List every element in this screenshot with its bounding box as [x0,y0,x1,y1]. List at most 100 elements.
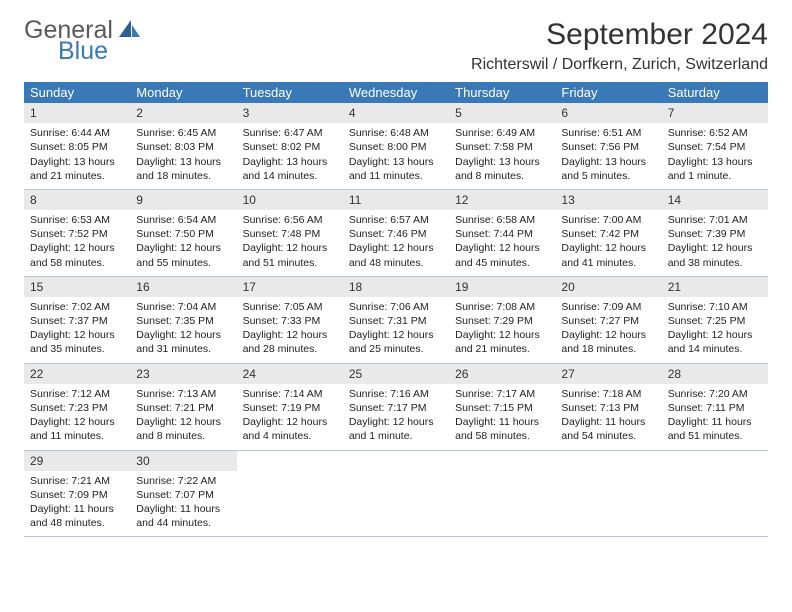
calendar-week: 1 Sunrise: 6:44 AMSunset: 8:05 PMDaylight… [24,103,768,190]
sunrise-text: Sunrise: 7:05 AM [243,300,337,314]
sunrise-text: Sunrise: 7:22 AM [136,474,230,488]
day-body: Sunrise: 7:18 AMSunset: 7:13 PMDaylight:… [555,387,661,444]
day-body: Sunrise: 6:45 AMSunset: 8:03 PMDaylight:… [130,126,236,183]
daylight-text: Daylight: 13 hours and 14 minutes. [243,155,337,183]
sunrise-text: Sunrise: 7:21 AM [30,474,124,488]
day-number: 2 [130,103,236,123]
calendar-day: 24Sunrise: 7:14 AMSunset: 7:19 PMDayligh… [237,364,343,450]
sunset-text: Sunset: 7:35 PM [136,314,230,328]
day-body: Sunrise: 7:20 AMSunset: 7:11 PMDaylight:… [662,387,768,444]
day-number: 17 [237,277,343,297]
day-number: 12 [449,190,555,210]
sunrise-text: Sunrise: 6:45 AM [136,126,230,140]
day-body: Sunrise: 7:08 AMSunset: 7:29 PMDaylight:… [449,300,555,357]
calendar-day [343,451,449,537]
sunset-text: Sunset: 7:39 PM [668,227,762,241]
sunset-text: Sunset: 7:27 PM [561,314,655,328]
sunset-text: Sunset: 8:00 PM [349,140,443,154]
calendar-day: 6Sunrise: 6:51 AMSunset: 7:56 PMDaylight… [555,103,661,189]
calendar-day [449,451,555,537]
title-block: September 2024 Richterswil / Dorfkern, Z… [471,18,768,74]
calendar-day: 3Sunrise: 6:47 AMSunset: 8:02 PMDaylight… [237,103,343,189]
page-subtitle: Richterswil / Dorfkern, Zurich, Switzerl… [471,56,768,74]
day-number: 8 [24,190,130,210]
calendar-day: 14Sunrise: 7:01 AMSunset: 7:39 PMDayligh… [662,190,768,276]
day-header: Thursday [449,82,555,103]
calendar-day: 13Sunrise: 7:00 AMSunset: 7:42 PMDayligh… [555,190,661,276]
calendar-day: 23Sunrise: 7:13 AMSunset: 7:21 PMDayligh… [130,364,236,450]
day-header: Saturday [662,82,768,103]
sunrise-text: Sunrise: 7:20 AM [668,387,762,401]
day-number: 28 [662,364,768,384]
daylight-text: Daylight: 12 hours and 21 minutes. [455,328,549,356]
calendar-day: 21Sunrise: 7:10 AMSunset: 7:25 PMDayligh… [662,277,768,363]
day-body: Sunrise: 6:56 AMSunset: 7:48 PMDaylight:… [237,213,343,270]
daylight-text: Daylight: 12 hours and 25 minutes. [349,328,443,356]
daylight-text: Daylight: 13 hours and 1 minute. [668,155,762,183]
day-header: Wednesday [343,82,449,103]
day-body: Sunrise: 6:52 AMSunset: 7:54 PMDaylight:… [662,126,768,183]
day-body: Sunrise: 6:44 AMSunset: 8:05 PMDaylight:… [24,126,130,183]
calendar-day: 5Sunrise: 6:49 AMSunset: 7:58 PMDaylight… [449,103,555,189]
sunset-text: Sunset: 7:15 PM [455,401,549,415]
calendar-page: General Blue September 2024 Richterswil … [0,0,792,555]
day-number: 3 [237,103,343,123]
sunset-text: Sunset: 7:33 PM [243,314,337,328]
day-number: 15 [24,277,130,297]
daylight-text: Daylight: 13 hours and 18 minutes. [136,155,230,183]
day-number: 25 [343,364,449,384]
daylight-text: Daylight: 12 hours and 58 minutes. [30,241,124,269]
day-body: Sunrise: 7:06 AMSunset: 7:31 PMDaylight:… [343,300,449,357]
day-body: Sunrise: 7:14 AMSunset: 7:19 PMDaylight:… [237,387,343,444]
day-number: 1 [24,103,130,123]
sunset-text: Sunset: 7:09 PM [30,488,124,502]
day-body: Sunrise: 6:54 AMSunset: 7:50 PMDaylight:… [130,213,236,270]
daylight-text: Daylight: 13 hours and 8 minutes. [455,155,549,183]
day-body: Sunrise: 7:21 AMSunset: 7:09 PMDaylight:… [24,474,130,531]
day-number: 20 [555,277,661,297]
day-number: 19 [449,277,555,297]
sunset-text: Sunset: 7:50 PM [136,227,230,241]
daylight-text: Daylight: 12 hours and 18 minutes. [561,328,655,356]
calendar-day: 27 Sunrise: 7:18 AMSunset: 7:13 PMDayligh… [555,364,661,450]
day-number: 10 [237,190,343,210]
calendar-day [237,451,343,537]
sunset-text: Sunset: 7:54 PM [668,140,762,154]
sunset-text: Sunset: 7:13 PM [561,401,655,415]
daylight-text: Daylight: 13 hours and 11 minutes. [349,155,443,183]
day-number: 29 [24,451,130,471]
sunset-text: Sunset: 7:07 PM [136,488,230,502]
calendar-day: 8Sunrise: 6:53 AMSunset: 7:52 PMDaylight… [24,190,130,276]
day-body: Sunrise: 7:17 AMSunset: 7:15 PMDaylight:… [449,387,555,444]
sunset-text: Sunset: 7:56 PM [561,140,655,154]
day-body: Sunrise: 7:12 AMSunset: 7:23 PMDaylight:… [24,387,130,444]
day-body: Sunrise: 7:02 AMSunset: 7:37 PMDaylight:… [24,300,130,357]
calendar-day: 16 Sunrise: 7:04 AMSunset: 7:35 PMDayligh… [130,277,236,363]
logo-sail-icon [119,20,141,38]
calendar-week: 8Sunrise: 6:53 AMSunset: 7:52 PMDaylight… [24,190,768,277]
day-body: Sunrise: 6:57 AMSunset: 7:46 PMDaylight:… [343,213,449,270]
daylight-text: Daylight: 12 hours and 38 minutes. [668,241,762,269]
day-number: 16 [130,277,236,297]
calendar-day: 4Sunrise: 6:48 AMSunset: 8:00 PMDaylight… [343,103,449,189]
sunset-text: Sunset: 7:58 PM [455,140,549,154]
calendar-week: 22Sunrise: 7:12 AMSunset: 7:23 PMDayligh… [24,364,768,451]
day-body: Sunrise: 7:00 AMSunset: 7:42 PMDaylight:… [555,213,661,270]
daylight-text: Daylight: 12 hours and 41 minutes. [561,241,655,269]
day-number: 27 [555,364,661,384]
calendar-day: 18Sunrise: 7:06 AMSunset: 7:31 PMDayligh… [343,277,449,363]
sunset-text: Sunset: 8:05 PM [30,140,124,154]
sunset-text: Sunset: 7:19 PM [243,401,337,415]
day-body: Sunrise: 7:04 AMSunset: 7:35 PMDaylight:… [130,300,236,357]
calendar-day: 29 Sunrise: 7:21 AMSunset: 7:09 PMDayligh… [24,451,130,537]
day-body: Sunrise: 7:22 AMSunset: 7:07 PMDaylight:… [130,474,236,531]
sunrise-text: Sunrise: 7:04 AM [136,300,230,314]
sunrise-text: Sunrise: 6:52 AM [668,126,762,140]
day-number: 9 [130,190,236,210]
sunset-text: Sunset: 7:44 PM [455,227,549,241]
calendar-day [555,451,661,537]
sunset-text: Sunset: 7:46 PM [349,227,443,241]
calendar-day: 15 Sunrise: 7:02 AMSunset: 7:37 PMDayligh… [24,277,130,363]
day-number: 21 [662,277,768,297]
page-header: General Blue September 2024 Richterswil … [24,18,768,74]
